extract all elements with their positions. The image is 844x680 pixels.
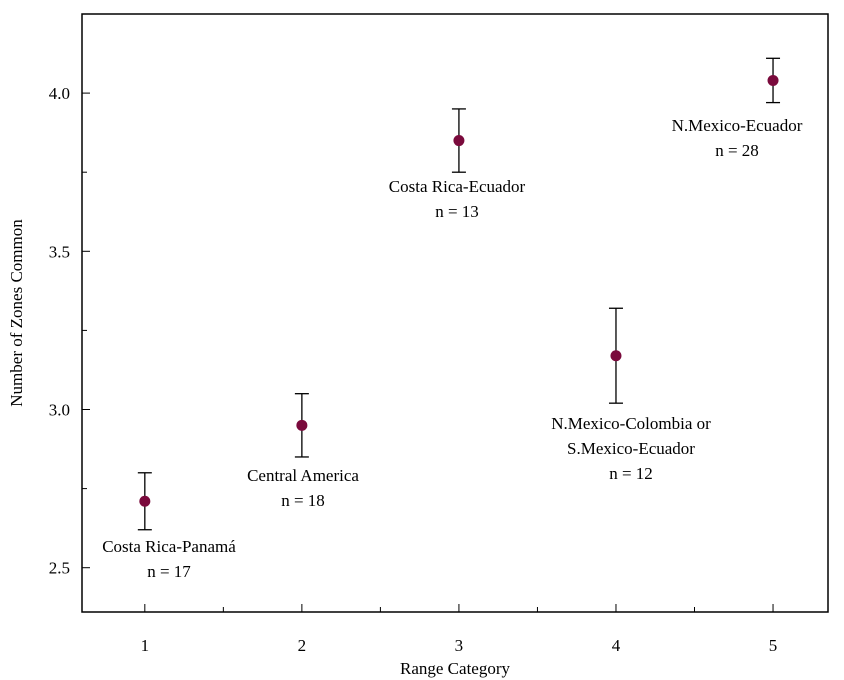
annotation-sample-size: n = 13 [435, 202, 479, 221]
x-axis-title: Range Category [400, 659, 510, 678]
x-tick-label: 2 [298, 636, 307, 655]
point-annotations: Costa Rica-Panamá n = 17 Central America n … [102, 116, 803, 581]
x-tick-label: 5 [769, 636, 778, 655]
data-point [296, 419, 308, 431]
annotation-range-name: N.Mexico-Ecuador [672, 116, 803, 135]
y-axis: 2.5 3.0 3.5 4.0 [49, 84, 90, 578]
annotation-range-name: Costa Rica-Ecuador [389, 177, 526, 196]
annotation-sample-size: n = 18 [281, 491, 325, 510]
data-point [453, 135, 465, 147]
annotation-range-name: Costa Rica-Panamá [102, 537, 236, 556]
y-tick-label: 3.0 [49, 401, 70, 420]
annotation-sample-size: n = 17 [147, 562, 191, 581]
x-tick-label: 4 [612, 636, 621, 655]
x-tick-label: 3 [455, 636, 464, 655]
data-point [767, 74, 779, 86]
data-point [139, 495, 151, 507]
plot-frame [81, 13, 829, 613]
annotation-range-name: Central America [247, 466, 359, 485]
y-tick-label: 4.0 [49, 84, 70, 103]
x-tick-label: 1 [141, 636, 150, 655]
annotation-range-name: S.Mexico-Ecuador [567, 439, 695, 458]
y-tick-label: 2.5 [49, 559, 70, 578]
y-axis-title: Number of Zones Common [7, 219, 26, 407]
x-axis: 1 2 3 4 5 [141, 604, 778, 655]
y-tick-label: 3.5 [49, 242, 70, 261]
annotation-sample-size: n = 12 [609, 464, 653, 483]
annotation-range-name: N.Mexico-Colombia or [551, 414, 711, 433]
annotation-sample-size: n = 28 [715, 141, 759, 160]
data-point [610, 350, 622, 362]
data-marks [137, 57, 781, 531]
